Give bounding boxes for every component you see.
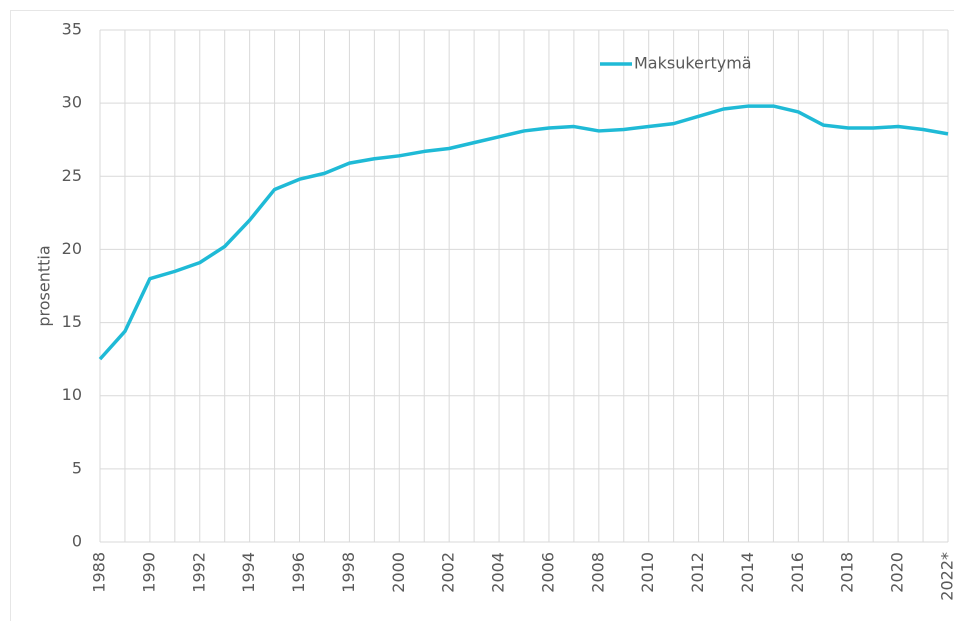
x-tick-label: 1994 [239,552,258,593]
y-tick-label: 0 [72,532,82,551]
x-tick-label: 1990 [139,552,158,593]
x-tick-label: 2016 [788,552,807,593]
x-tick-label: 1988 [90,552,109,593]
x-tick-label: 1992 [189,552,208,593]
y-tick-label: 25 [62,166,82,185]
data-line [98,104,949,361]
y-tick-label: 15 [62,312,82,331]
x-tick-label: 2018 [838,552,857,593]
x-tick-label: 1996 [289,552,308,593]
x-tick-label: 2022* [938,552,954,601]
y-tick-label: 20 [62,239,82,258]
x-tick-label: 2020 [888,552,907,593]
x-tick-label: 2010 [638,552,657,593]
x-tick-label: 1998 [339,552,358,593]
y-axis-label: prosenttia [35,245,54,326]
x-tick-label: 2002 [439,552,458,593]
y-tick-label: 5 [72,458,82,477]
x-tick-label: 2000 [389,552,408,593]
y-tick-label: 10 [62,385,82,404]
legend-label: Maksukertymä [634,54,752,73]
y-tick-label: 30 [62,93,82,112]
y-tick-label: 35 [62,20,82,39]
x-tick-label: 2004 [489,552,508,593]
x-tick-label: 2008 [588,552,607,593]
x-tick-label: 2012 [688,552,707,593]
chart-frame [10,10,954,621]
x-tick-label: 2006 [538,552,557,593]
x-tick-label: 2014 [738,552,757,593]
